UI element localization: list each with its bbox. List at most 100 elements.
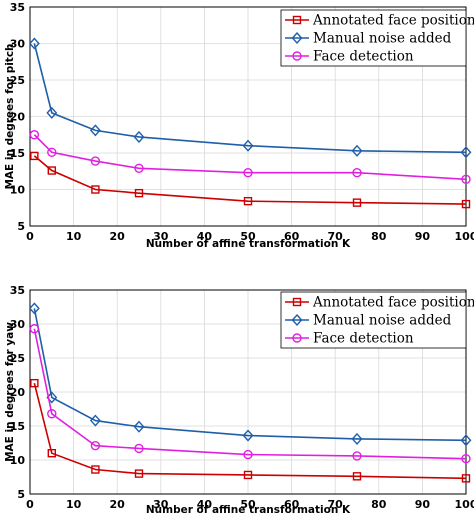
data-point <box>351 144 363 157</box>
series-line <box>33 308 467 442</box>
data-point <box>47 449 56 458</box>
data-point <box>90 156 101 166</box>
data-point <box>30 378 39 388</box>
data-point <box>134 443 144 454</box>
legend-entry: Manual noise added <box>313 313 452 329</box>
data-point <box>30 151 39 161</box>
data-point <box>134 188 144 198</box>
axes-frame <box>29 6 467 227</box>
data-point <box>461 174 471 184</box>
data-point <box>461 453 471 464</box>
data-point <box>461 474 471 483</box>
y-tick-label: 35 <box>10 284 25 297</box>
data-point <box>134 469 144 478</box>
series-1 <box>30 378 471 483</box>
legend-swatch-marker <box>291 313 303 327</box>
x-tick-label: 20 <box>110 230 126 243</box>
data-point <box>29 130 40 140</box>
data-point <box>242 139 254 152</box>
legend-entry: Face detection <box>313 49 414 65</box>
legend-entry: Annotated face position <box>312 295 474 311</box>
x-tick-label: 100 <box>455 498 474 511</box>
x-tick-label: 80 <box>371 498 387 511</box>
data-point <box>46 106 58 119</box>
y-tick-label: 25 <box>10 352 25 365</box>
data-point <box>242 429 254 442</box>
y-axis-label: MAE in degrees for yaw <box>4 322 16 462</box>
legend-entry: Annotated face position <box>312 13 474 29</box>
y-tick-label: 5 <box>17 220 25 233</box>
data-point <box>352 451 362 461</box>
data-point <box>28 37 40 50</box>
y-tick-label: 30 <box>10 318 26 331</box>
y-tick-label: 10 <box>10 454 26 467</box>
x-tick-label: 10 <box>66 498 82 511</box>
data-point <box>133 420 145 433</box>
data-point <box>133 130 145 143</box>
data-point <box>91 465 100 474</box>
y-tick-label: 5 <box>17 488 25 501</box>
x-tick-label: 80 <box>371 230 387 243</box>
series-line <box>33 43 467 154</box>
x-tick-label: 30 <box>153 498 169 511</box>
x-tick-label: 30 <box>153 230 169 243</box>
x-tick-label: 70 <box>328 230 344 243</box>
data-point <box>89 124 101 137</box>
series-2 <box>28 302 472 447</box>
data-point <box>47 166 56 175</box>
legend-box <box>280 291 467 349</box>
data-point <box>460 434 472 447</box>
series-3 <box>29 130 471 184</box>
legend: Annotated face position Manual noise adde… <box>280 291 474 349</box>
data-point <box>352 472 362 481</box>
chart-1: 0 10 20 30 40 50 60 70 80 90 100 5 10 15 20 25 30 35 Numbe… <box>4 1 474 250</box>
legend-box <box>280 9 467 67</box>
data-point <box>352 168 362 178</box>
data-point <box>134 163 144 174</box>
y-tick-label: 35 <box>10 1 25 14</box>
legend-entry: Manual noise added <box>313 31 452 47</box>
x-tick-label: 40 <box>197 498 213 511</box>
data-point <box>351 432 363 445</box>
data-point <box>90 441 101 451</box>
data-point <box>28 302 40 315</box>
y-tick-label: 20 <box>10 111 26 124</box>
x-tick-label: 50 <box>240 498 256 511</box>
x-tick-label: 0 <box>26 498 34 511</box>
y-tick-label: 25 <box>10 74 25 87</box>
y-tick-label: 10 <box>10 184 26 197</box>
y-tick-label: 30 <box>10 38 26 51</box>
data-point <box>243 168 253 178</box>
data-point <box>243 196 253 206</box>
legend-swatch-marker <box>292 333 302 343</box>
legend-swatch-marker <box>292 51 302 61</box>
legend-swatch-marker <box>291 31 303 45</box>
x-tick-label: 60 <box>284 498 300 511</box>
x-tick-label: 40 <box>197 230 213 243</box>
series-2 <box>28 37 472 159</box>
axes-frame <box>29 289 467 495</box>
data-point <box>91 185 100 194</box>
data-point <box>352 198 362 207</box>
data-point <box>243 470 253 480</box>
x-tick-label: 0 <box>26 230 34 243</box>
x-tick-label: 60 <box>284 230 300 243</box>
series-line <box>33 382 467 480</box>
data-point <box>89 414 101 427</box>
data-point <box>29 324 40 334</box>
x-tick-label: 90 <box>415 230 431 243</box>
series-line <box>33 134 467 181</box>
x-tick-label: 100 <box>455 230 474 243</box>
x-axis-label: Number of affine transformation K <box>146 238 351 250</box>
legend-entry: Face detection <box>313 331 414 347</box>
x-tick-label: 20 <box>110 498 126 511</box>
legend: Annotated face position Manual noise adde… <box>280 9 474 67</box>
data-point <box>243 449 253 460</box>
y-tick-label: 15 <box>10 420 25 433</box>
x-tick-label: 70 <box>328 498 344 511</box>
series-line <box>33 155 467 205</box>
legend-swatch-marker <box>292 15 302 25</box>
x-tick-label: 10 <box>66 230 82 243</box>
series-line <box>33 328 467 460</box>
